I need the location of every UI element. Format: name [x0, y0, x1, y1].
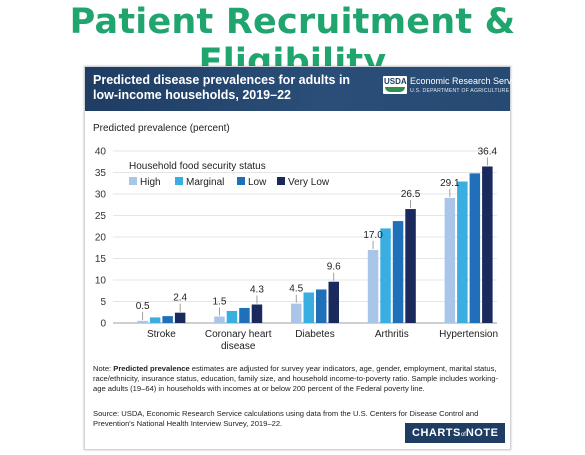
chart-card: Predicted disease prevalences for adults…	[84, 66, 523, 450]
data-label: 1.5	[212, 297, 226, 308]
bar-marginal	[457, 181, 468, 323]
data-label: 0.5	[136, 301, 150, 312]
x-tick-label: Coronary heart	[205, 329, 272, 340]
bar-high	[367, 249, 379, 323]
data-label: 26.5	[401, 189, 421, 200]
bar-chart: 0 5 10 15 20 25 30 35 40 0.5 2.4 1.5 4.3 4.5 9.6 17.0 26…	[95, 146, 498, 352]
bar-very-low	[482, 166, 493, 323]
bar-high	[137, 320, 148, 323]
bar-very-low	[328, 281, 339, 323]
org-name: Economic Research Service	[410, 76, 524, 86]
brand-end: NOTE	[465, 427, 499, 439]
chart-source: Source: USDA, Economic Research Service …	[93, 409, 479, 429]
y-tick-label: 0	[100, 319, 106, 330]
legend-swatch	[237, 177, 245, 185]
bar-low	[316, 289, 327, 323]
chart-note: Note: Predicted prevalence estimates are…	[93, 364, 503, 395]
bar-very-low	[251, 304, 263, 323]
data-label: 36.4	[478, 146, 498, 157]
note-prefix: Note:	[93, 364, 114, 373]
bar-marginal	[226, 310, 238, 323]
usda-logo: USDA Economic Research Service U.S. DEPA…	[383, 74, 523, 104]
bar-low	[392, 221, 404, 323]
data-label: 9.6	[327, 262, 341, 273]
charts-of-note-logo: CHARTSofNOTE	[405, 423, 506, 443]
legend-title: Household food security status	[129, 161, 266, 172]
bar-very-low	[174, 312, 186, 323]
x-tick-label: Stroke	[147, 329, 176, 340]
legend-label: High	[140, 177, 161, 188]
bar-marginal	[380, 228, 391, 323]
data-label: 4.3	[250, 285, 264, 296]
legend-swatch	[129, 177, 137, 185]
x-tick-label: Arthritis	[375, 329, 409, 340]
y-tick-label: 25	[95, 211, 107, 222]
legend-swatch	[175, 177, 183, 185]
y-tick-label: 5	[100, 297, 106, 308]
note-label: Predicted prevalence	[113, 364, 190, 373]
page-title: Patient Recruitment & Eligibility	[69, 2, 516, 82]
dept-name: U.S. DEPARTMENT OF AGRICULTURE	[410, 88, 510, 94]
bar-low	[239, 307, 250, 323]
x-tick-label: Hypertension	[439, 329, 498, 340]
x-tick-label: disease	[221, 341, 256, 352]
data-label: 17.0	[363, 230, 383, 241]
y-tick-label: 20	[95, 233, 107, 244]
usda-logo-text: USDA	[384, 77, 407, 86]
data-label: 4.5	[289, 284, 303, 295]
y-tick-label: 10	[95, 276, 107, 287]
bar-high	[444, 197, 456, 323]
y-tick-label: 30	[95, 190, 107, 201]
chart-header: Predicted disease prevalences for adults…	[85, 67, 523, 111]
note-body: estimates are adjusted for survey year i…	[93, 364, 499, 394]
brand-main: CHARTS	[412, 427, 461, 439]
legend-label: Very Low	[288, 177, 330, 188]
legend-swatch	[277, 177, 285, 185]
bar-low	[162, 316, 173, 323]
y-axis-label: Predicted prevalence (percent)	[93, 123, 230, 134]
usda-logo-icon: USDA	[383, 76, 407, 94]
bar-low	[469, 173, 481, 323]
chart-title: Predicted disease prevalences for adults…	[93, 73, 351, 102]
y-tick-label: 35	[95, 168, 107, 179]
brand-of: of	[460, 432, 466, 438]
y-tick-label: 15	[95, 254, 107, 265]
legend-label: Marginal	[186, 177, 224, 188]
bar-marginal	[303, 292, 314, 323]
bar-high	[291, 303, 302, 323]
legend-label: Low	[248, 177, 267, 188]
data-label: 2.4	[173, 293, 187, 304]
bar-marginal	[149, 317, 161, 323]
bar-high	[214, 316, 225, 323]
bar-very-low	[405, 209, 416, 323]
data-label: 29.1	[440, 178, 460, 189]
y-tick-label: 40	[95, 147, 107, 158]
x-tick-label: Diabetes	[295, 329, 334, 340]
